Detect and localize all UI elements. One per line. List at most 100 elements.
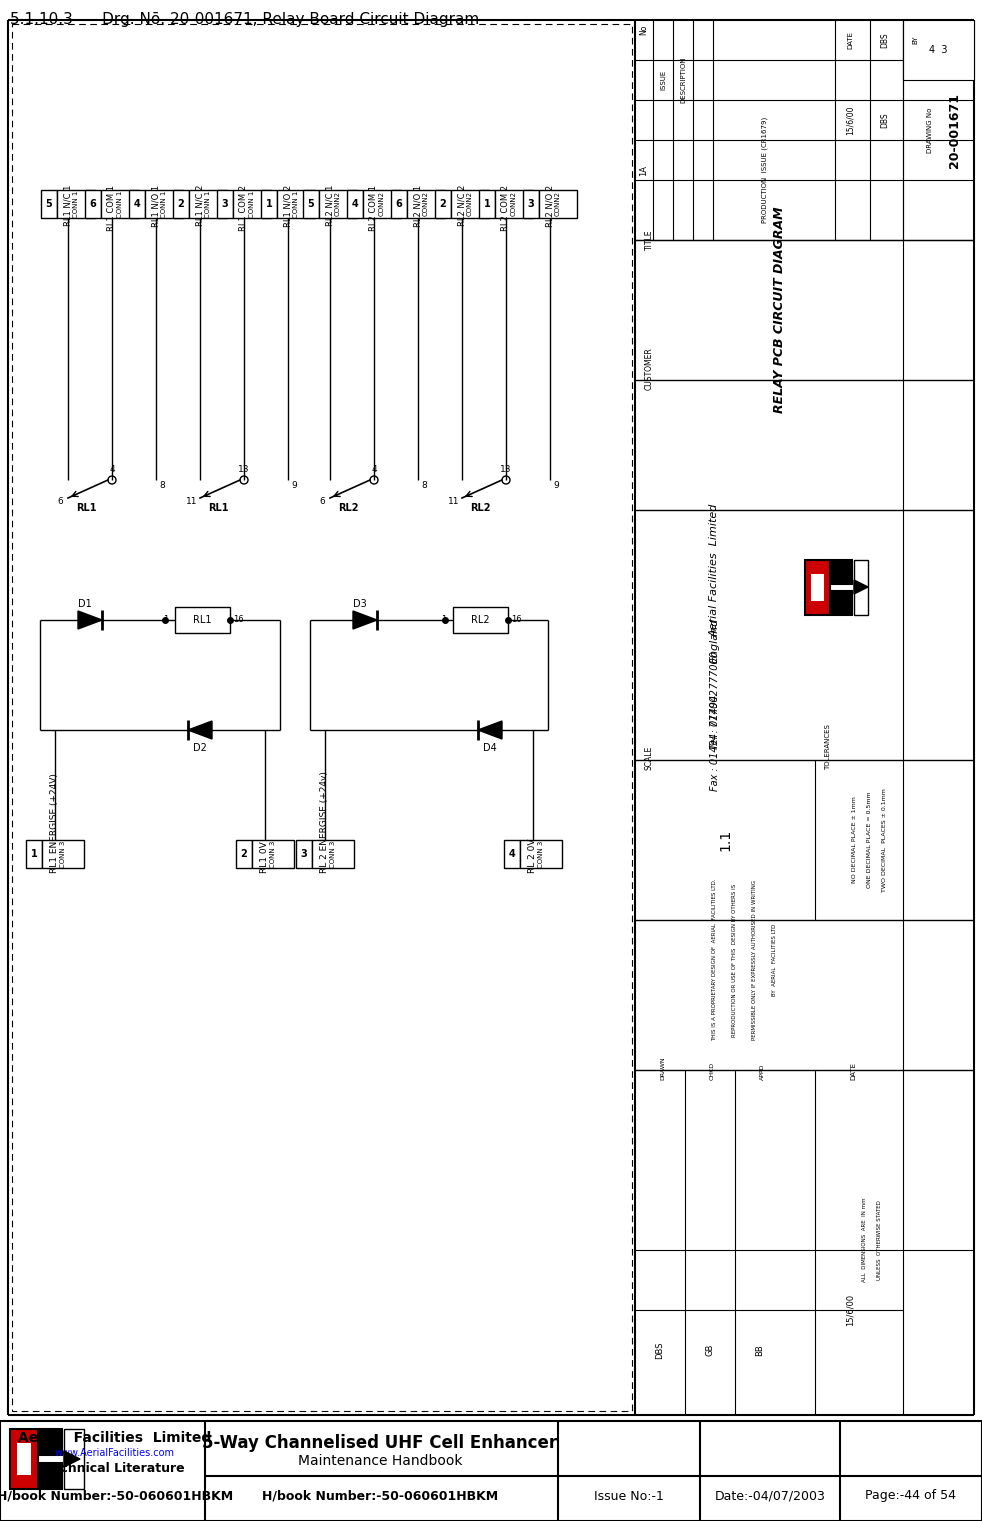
Bar xyxy=(175,607,230,633)
Text: RL2 COM 1: RL2 COM 1 xyxy=(369,186,378,231)
Bar xyxy=(252,840,294,868)
Bar xyxy=(453,607,508,633)
Text: CONN 1: CONN 1 xyxy=(205,190,211,218)
Text: 1A: 1A xyxy=(639,164,648,175)
Text: CUSTOMER: CUSTOMER xyxy=(645,347,654,389)
Polygon shape xyxy=(78,611,102,630)
Text: CONN 3: CONN 3 xyxy=(270,840,276,867)
Text: 1: 1 xyxy=(483,199,490,208)
Text: RL2 N/O 1: RL2 N/O 1 xyxy=(413,186,422,227)
Text: RL1 0V: RL1 0V xyxy=(260,841,269,873)
Text: PRODUCTION  ISSUE (CR1679): PRODUCTION ISSUE (CR1679) xyxy=(762,117,768,224)
Text: DRAWN: DRAWN xyxy=(660,1057,665,1080)
Text: 8: 8 xyxy=(159,482,165,490)
Polygon shape xyxy=(64,1451,80,1466)
Text: H/book Number:-50-060601HBKM: H/book Number:-50-060601HBKM xyxy=(262,1489,498,1503)
Text: 13: 13 xyxy=(500,465,512,475)
Bar xyxy=(832,592,852,614)
Text: 1.1: 1.1 xyxy=(718,829,732,852)
Text: CONN2: CONN2 xyxy=(555,192,561,216)
Text: 5.1.10.3      Drg. Nō. 20-001671, Relay Board Circuit Diagram: 5.1.10.3 Drg. Nō. 20-001671, Relay Board… xyxy=(10,12,479,27)
Bar xyxy=(435,190,451,218)
Polygon shape xyxy=(478,721,502,739)
Bar xyxy=(101,190,139,218)
Text: 5: 5 xyxy=(307,199,314,208)
Text: D3: D3 xyxy=(354,599,367,608)
Text: RL1 ENERGISE (+24V): RL1 ENERGISE (+24V) xyxy=(50,773,60,873)
Text: No: No xyxy=(639,24,648,35)
Polygon shape xyxy=(854,580,868,595)
Bar xyxy=(319,190,357,218)
Text: 2: 2 xyxy=(178,199,185,208)
Text: 3: 3 xyxy=(527,199,534,208)
Bar xyxy=(296,840,312,868)
Text: 4: 4 xyxy=(109,465,115,475)
Bar xyxy=(832,560,852,584)
Bar xyxy=(539,190,577,218)
Bar xyxy=(391,190,407,218)
Text: 4  3: 4 3 xyxy=(929,46,948,55)
Text: Aerial Facilities  Limited: Aerial Facilities Limited xyxy=(710,503,720,637)
Text: CONN2: CONN2 xyxy=(467,192,473,216)
Bar xyxy=(12,24,632,1411)
Text: CONN 1: CONN 1 xyxy=(293,190,299,218)
Text: Issue No:-1: Issue No:-1 xyxy=(594,1489,664,1503)
Bar xyxy=(303,190,319,218)
Text: RL1: RL1 xyxy=(193,614,212,625)
Bar xyxy=(129,190,145,218)
Bar xyxy=(363,190,401,218)
Text: 5: 5 xyxy=(45,199,52,208)
Text: RL 2 ENERGISE (+24v): RL 2 ENERGISE (+24v) xyxy=(320,771,330,873)
Text: ALL  DIMENSIONS  ARE  IN mm: ALL DIMENSIONS ARE IN mm xyxy=(862,1197,867,1282)
Text: D1: D1 xyxy=(79,599,92,608)
Text: BY  AERIAL  FACILITIES LTD: BY AERIAL FACILITIES LTD xyxy=(773,923,778,996)
Text: 4: 4 xyxy=(509,849,516,859)
Text: CONN 3: CONN 3 xyxy=(538,840,544,867)
Text: CONN 1: CONN 1 xyxy=(249,190,255,218)
Text: DRAWING No: DRAWING No xyxy=(927,108,933,152)
Bar xyxy=(10,1430,38,1489)
Text: DBS: DBS xyxy=(881,32,890,47)
Text: H/book Number:-50-060601HBKM: H/book Number:-50-060601HBKM xyxy=(0,1489,233,1503)
Text: CONN 1: CONN 1 xyxy=(161,190,167,218)
Text: CONN 1: CONN 1 xyxy=(73,190,79,218)
Bar xyxy=(42,840,84,868)
Text: RL2: RL2 xyxy=(469,503,490,513)
Text: 1: 1 xyxy=(265,199,272,208)
Text: NO DECIMAL PLACE ± 1mm: NO DECIMAL PLACE ± 1mm xyxy=(852,797,857,884)
Text: RL1 N/C 2: RL1 N/C 2 xyxy=(195,186,204,227)
Text: ONE DECIMAL PLACE = 0.5mm: ONE DECIMAL PLACE = 0.5mm xyxy=(867,792,872,888)
Bar xyxy=(57,190,95,218)
Text: UNLESS  OTHERWISE STATED: UNLESS OTHERWISE STATED xyxy=(878,1200,883,1281)
Text: 1: 1 xyxy=(441,616,447,625)
Text: Page:-44 of 54: Page:-44 of 54 xyxy=(865,1489,956,1503)
Text: RL1: RL1 xyxy=(208,503,228,513)
Text: DBS: DBS xyxy=(656,1342,665,1358)
Text: 3: 3 xyxy=(222,199,229,208)
Bar xyxy=(479,190,495,218)
Text: 6: 6 xyxy=(319,497,325,506)
Text: RL1 N/O 2: RL1 N/O 2 xyxy=(284,186,293,227)
Text: REPRODUCTION OR USE OF THIS  DESIGN BY OTHERS IS: REPRODUCTION OR USE OF THIS DESIGN BY OT… xyxy=(733,884,737,1037)
Text: 16: 16 xyxy=(511,616,521,625)
Text: RL2 N/C 2: RL2 N/C 2 xyxy=(458,186,466,227)
Text: RL1 N/C 1: RL1 N/C 1 xyxy=(64,186,73,227)
Bar xyxy=(26,840,42,868)
Text: Technical Literature: Technical Literature xyxy=(45,1462,185,1474)
Text: D4: D4 xyxy=(483,742,497,753)
Polygon shape xyxy=(353,611,377,630)
Text: 15/6/00: 15/6/00 xyxy=(846,105,854,135)
Text: CONN2: CONN2 xyxy=(423,192,429,216)
Bar xyxy=(277,190,315,218)
Text: RL1: RL1 xyxy=(76,503,96,513)
Text: DBS: DBS xyxy=(881,113,890,128)
Text: CONN 3: CONN 3 xyxy=(60,840,66,867)
Text: 3: 3 xyxy=(300,849,307,859)
Text: Date:-04/07/2003: Date:-04/07/2003 xyxy=(715,1489,826,1503)
Text: 4: 4 xyxy=(134,199,140,208)
Text: 4: 4 xyxy=(371,465,377,475)
Text: DESCRIPTION: DESCRIPTION xyxy=(680,56,686,103)
Text: GB: GB xyxy=(705,1345,715,1357)
Text: RL2: RL2 xyxy=(338,503,358,513)
Bar xyxy=(520,840,562,868)
